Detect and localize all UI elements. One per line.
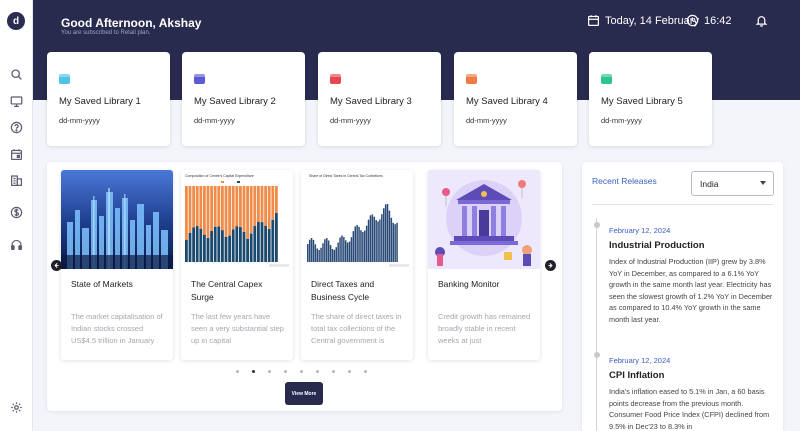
chart-thumb-title: Composition of Centre's Capital Expendit… (185, 174, 254, 178)
date-display: Today, 14 February (587, 14, 699, 27)
chevron-down-icon (760, 181, 766, 185)
clock-icon (686, 14, 699, 27)
release-date: February 12, 2024 (609, 226, 671, 235)
help-icon[interactable] (8, 119, 24, 135)
sidebar: d (0, 0, 33, 431)
time-display: 16:42 (686, 14, 732, 27)
article-description: Credit growth has remained broadly stabl… (438, 312, 531, 345)
folder-icon (194, 74, 205, 84)
carousel-dot[interactable] (364, 370, 367, 373)
library-card-3[interactable]: My Saved Library 3 dd-mm-yyyy (318, 52, 441, 146)
release-item[interactable]: February 12, 2024 CPI Inflation India's … (609, 356, 777, 431)
release-title: CPI Inflation (609, 370, 665, 381)
article-title: The Central Capex Surge (191, 279, 263, 302)
folder-icon (59, 74, 70, 84)
release-date: February 12, 2024 (609, 356, 671, 365)
timeline-line (596, 218, 597, 431)
timeline-dot (594, 352, 600, 358)
time-text: 16:42 (704, 14, 732, 27)
view-more-button[interactable]: View More (285, 382, 323, 405)
calendar-icon[interactable] (8, 146, 24, 162)
bank-illustration-image (428, 170, 540, 269)
headphones-icon[interactable] (8, 236, 24, 252)
library-title: My Saved Library 2 (194, 96, 276, 107)
country-select[interactable]: India (691, 171, 774, 196)
dollar-icon[interactable] (8, 204, 24, 220)
article-card-banking-monitor[interactable]: Banking Monitor Credit growth has remain… (428, 170, 540, 360)
article-title: State of Markets (71, 279, 133, 289)
divider (592, 204, 773, 205)
library-card-1[interactable]: My Saved Library 1 dd-mm-yyyy (47, 52, 170, 146)
carousel-dot[interactable] (332, 370, 335, 373)
library-date: dd-mm-yyyy (330, 116, 371, 125)
calendar-icon (587, 14, 600, 27)
settings-icon[interactable] (8, 399, 24, 415)
carousel-dot[interactable] (316, 370, 319, 373)
article-description: The last few years have seen a very subs… (191, 312, 284, 345)
article-card-central-capex[interactable]: Composition of Centre's Capital Expendit… (181, 170, 293, 360)
library-title: My Saved Library 1 (59, 96, 141, 107)
country-select-value: India (700, 179, 719, 189)
article-carousel: State of Markets The market capitalisati… (47, 162, 562, 411)
chart-thumb-title: Share of Direct Taxes in Central Tax Col… (309, 174, 383, 178)
library-date: dd-mm-yyyy (194, 116, 235, 125)
city-skyline-image (61, 170, 173, 269)
release-body: Index of Industrial Production (IIP) gre… (609, 257, 773, 324)
carousel-pagination (236, 370, 380, 373)
date-text: Today, 14 February (605, 14, 699, 27)
library-date: dd-mm-yyyy (601, 116, 642, 125)
library-title: My Saved Library 3 (330, 96, 412, 107)
article-title: Direct Taxes and Business Cycle (311, 279, 375, 302)
arrow-left-icon (54, 263, 59, 268)
article-description: The market capitalisation of Indian stoc… (71, 312, 163, 345)
recent-releases-panel: Recent Releases India February 12, 2024 … (582, 162, 783, 431)
article-card-state-of-markets[interactable]: State of Markets The market capitalisati… (61, 170, 173, 360)
release-body: India's inflation eased to 5.1% in Jan, … (609, 387, 770, 431)
library-title: My Saved Library 5 (601, 96, 683, 107)
capex-chart-thumbnail: Composition of Centre's Capital Expendit… (181, 170, 293, 269)
search-icon[interactable] (8, 66, 24, 82)
folder-icon (330, 74, 341, 84)
folder-icon (601, 74, 612, 84)
library-date: dd-mm-yyyy (466, 116, 507, 125)
library-date: dd-mm-yyyy (59, 116, 100, 125)
carousel-prev-button[interactable] (51, 260, 62, 271)
library-card-2[interactable]: My Saved Library 2 dd-mm-yyyy (182, 52, 305, 146)
release-item[interactable]: February 12, 2024 Industrial Production … (609, 226, 777, 325)
release-title: Industrial Production (609, 240, 705, 251)
carousel-dot[interactable] (236, 370, 239, 373)
folder-icon (466, 74, 477, 84)
subscription-text: You are subscribed to Retail plan. (61, 30, 151, 36)
arrow-right-icon (548, 263, 553, 268)
timeline-dot (594, 222, 600, 228)
greeting-text: Good Afternoon, Akshay (61, 16, 202, 30)
article-description: The share of direct taxes in total tax c… (311, 312, 402, 345)
carousel-dot[interactable] (300, 370, 303, 373)
carousel-dot[interactable] (252, 370, 255, 373)
carousel-dot[interactable] (268, 370, 271, 373)
library-card-5[interactable]: My Saved Library 5 dd-mm-yyyy (589, 52, 712, 146)
article-title: Banking Monitor (438, 279, 500, 289)
carousel-dot[interactable] (284, 370, 287, 373)
recent-releases-heading: Recent Releases (592, 176, 657, 186)
library-title: My Saved Library 4 (466, 96, 548, 107)
tax-chart-thumbnail: Share of Direct Taxes in Central Tax Col… (301, 170, 413, 269)
app-logo[interactable]: d (7, 12, 25, 30)
carousel-next-button[interactable] (545, 260, 556, 271)
article-card-direct-taxes[interactable]: Share of Direct Taxes in Central Tax Col… (301, 170, 413, 360)
carousel-dot[interactable] (348, 370, 351, 373)
monitor-icon[interactable] (8, 93, 24, 109)
bell-icon[interactable] (755, 14, 768, 27)
library-card-4[interactable]: My Saved Library 4 dd-mm-yyyy (454, 52, 577, 146)
building-icon[interactable] (8, 172, 24, 188)
